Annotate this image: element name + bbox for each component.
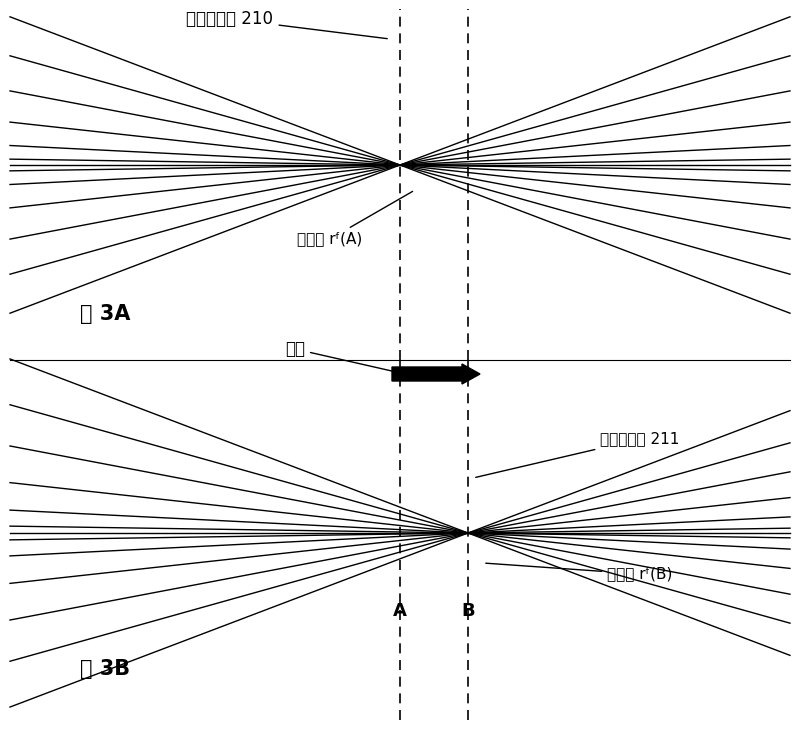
Text: A: A	[393, 602, 407, 620]
Text: 图 3B: 图 3B	[80, 659, 130, 679]
Text: 最优焦平面 210: 最优焦平面 210	[186, 10, 387, 39]
Text: B: B	[461, 602, 475, 620]
Text: 斜半径 rᶠ(A): 斜半径 rᶠ(A)	[298, 192, 413, 246]
FancyArrow shape	[392, 364, 480, 384]
Text: 扫描: 扫描	[285, 340, 402, 373]
Text: 斜半径 rᶠ(B): 斜半径 rᶠ(B)	[486, 564, 673, 582]
Text: 操作焦平面 211: 操作焦平面 211	[476, 432, 680, 477]
Text: 图 3A: 图 3A	[80, 304, 130, 324]
